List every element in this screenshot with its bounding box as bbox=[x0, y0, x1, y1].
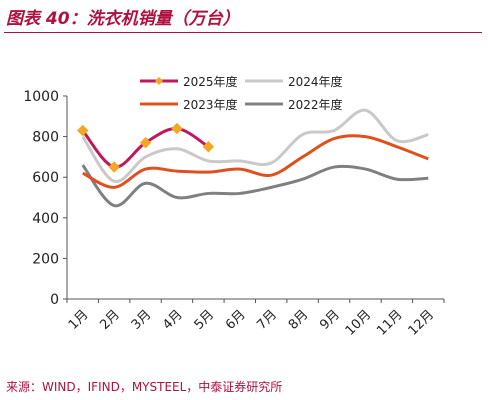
data-point-2025年度 bbox=[108, 161, 120, 173]
series-line-2024年度 bbox=[81, 108, 429, 183]
legend-label: 2023年度 bbox=[183, 97, 238, 112]
legend-label: 2022年度 bbox=[288, 97, 343, 112]
data-point-2025年度 bbox=[202, 141, 215, 153]
data-point-2025年度 bbox=[77, 124, 89, 137]
y-tick-label: 1000 bbox=[23, 89, 59, 105]
y-tick-label: 0 bbox=[50, 292, 59, 308]
x-tick-label: 1月 bbox=[66, 307, 92, 333]
chart-title: 图表 40：洗衣机销量（万台） bbox=[6, 9, 240, 29]
x-tick-label: 11月 bbox=[374, 307, 405, 338]
legend-label: 2025年度 bbox=[183, 74, 238, 89]
y-tick-label: 600 bbox=[32, 170, 59, 186]
legend-marker bbox=[155, 77, 163, 85]
x-tick-label: 2月 bbox=[97, 307, 123, 333]
x-tick-label: 12月 bbox=[406, 307, 437, 338]
x-tick-label: 5月 bbox=[192, 307, 218, 333]
series-layer bbox=[77, 108, 429, 208]
y-tick-label: 400 bbox=[32, 211, 59, 227]
series-line-2023年度 bbox=[82, 134, 429, 189]
title-rule bbox=[4, 32, 482, 33]
y-tick-label: 200 bbox=[32, 251, 59, 267]
x-tick-label: 10月 bbox=[343, 307, 374, 338]
series-line-2022年度 bbox=[81, 164, 429, 208]
x-axis: 1月 2月 3月 4月 5月 6月 7月 8月 9月 10月 11月 12月 bbox=[66, 298, 445, 339]
x-tick-label: 3月 bbox=[129, 307, 155, 333]
x-tick-label: 7月 bbox=[254, 307, 280, 333]
x-tick-label: 8月 bbox=[286, 307, 312, 333]
x-tick-label: 4月 bbox=[160, 307, 186, 333]
legend-label: 2024年度 bbox=[288, 74, 343, 89]
x-tick-label: 6月 bbox=[223, 307, 249, 333]
y-axis: 0 200 400 600 800 1000 bbox=[23, 89, 68, 308]
legend: 2025年度 2024年度 2023年度 2022年度 bbox=[140, 74, 343, 112]
y-tick-label: 800 bbox=[32, 130, 59, 146]
source-note: 来源：WIND，IFIND，MYSTEEL，中泰证券研究所 bbox=[6, 380, 283, 394]
data-point-2025年度 bbox=[171, 122, 183, 135]
data-point-2025年度 bbox=[139, 136, 152, 149]
x-tick-label: 9月 bbox=[317, 307, 343, 333]
